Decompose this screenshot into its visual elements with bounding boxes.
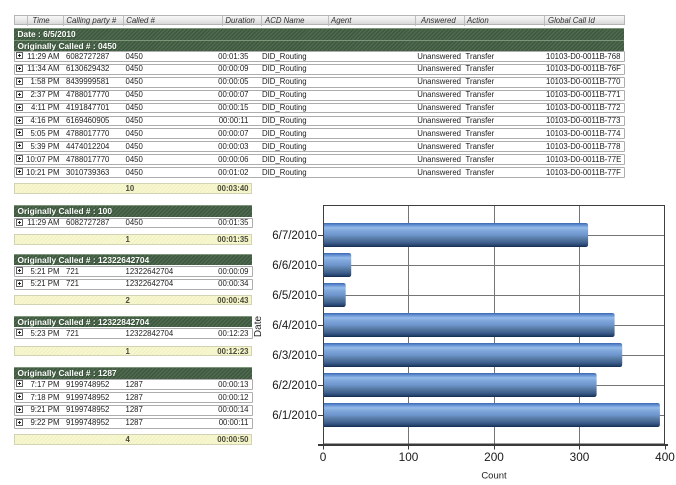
svg-text:6/1/2010: 6/1/2010 <box>272 410 317 422</box>
svg-text:6/2/2010: 6/2/2010 <box>272 380 317 392</box>
svg-text:6/5/2010: 6/5/2010 <box>272 290 317 302</box>
svg-text:100: 100 <box>399 450 419 464</box>
svg-text:Count: Count <box>481 471 507 482</box>
svg-text:400: 400 <box>655 450 675 464</box>
svg-text:0: 0 <box>320 450 327 464</box>
svg-text:300: 300 <box>570 450 590 464</box>
svg-text:6/7/2010: 6/7/2010 <box>272 230 317 242</box>
svg-text:6/4/2010: 6/4/2010 <box>272 320 317 332</box>
svg-text:200: 200 <box>484 450 504 464</box>
svg-text:6/6/2010: 6/6/2010 <box>272 260 317 272</box>
svg-text:6/3/2010: 6/3/2010 <box>272 350 317 362</box>
svg-text:Date: Date <box>253 316 264 338</box>
